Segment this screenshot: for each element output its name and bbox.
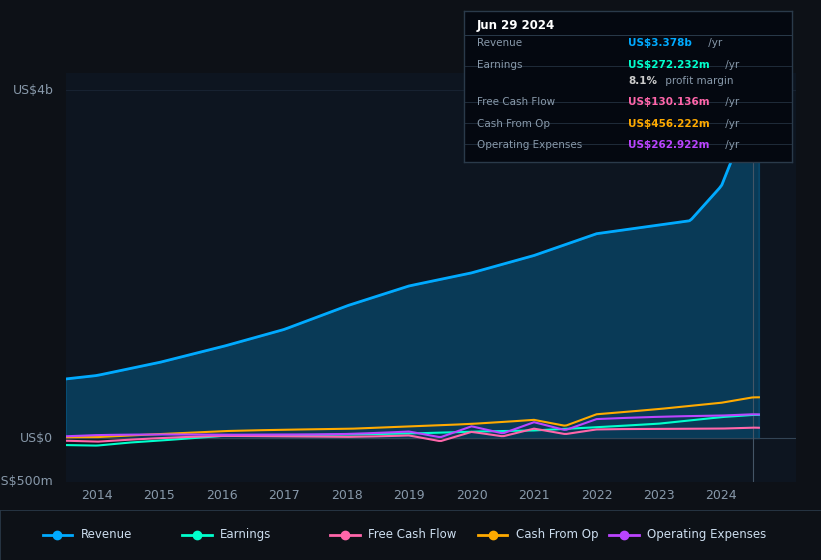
Line: Cash From Op: Cash From Op xyxy=(66,397,759,437)
Revenue xyxy=(754,87,764,94)
Free Cash Flow xyxy=(474,430,484,436)
Cash From Op xyxy=(471,420,481,427)
Text: Cash From Op: Cash From Op xyxy=(516,528,598,542)
Earnings xyxy=(647,421,657,427)
Line: Revenue: Revenue xyxy=(66,90,759,379)
Revenue xyxy=(471,268,481,275)
Cash From Op xyxy=(645,407,655,413)
Earnings xyxy=(488,428,498,435)
Text: Earnings: Earnings xyxy=(477,59,522,69)
Text: US$0: US$0 xyxy=(21,432,53,445)
Revenue xyxy=(63,375,73,382)
Earnings xyxy=(63,442,73,449)
Text: US$262.922m: US$262.922m xyxy=(628,140,709,150)
Text: /yr: /yr xyxy=(722,119,739,129)
Cash From Op xyxy=(61,434,71,441)
Operating Expenses xyxy=(474,424,484,431)
Operating Expenses xyxy=(691,413,701,419)
Cash From Op xyxy=(689,402,699,409)
Cash From Op xyxy=(63,434,73,441)
Operating Expenses xyxy=(475,425,485,432)
Text: Free Cash Flow: Free Cash Flow xyxy=(368,528,456,542)
Revenue xyxy=(645,223,655,230)
Operating Expenses xyxy=(754,411,764,418)
Earnings xyxy=(91,442,101,449)
Free Cash Flow xyxy=(754,424,764,431)
Text: 8.1%: 8.1% xyxy=(628,76,657,86)
Text: US$4b: US$4b xyxy=(12,83,53,97)
Free Cash Flow xyxy=(475,430,485,437)
Text: Operating Expenses: Operating Expenses xyxy=(477,140,582,150)
Revenue xyxy=(689,213,699,220)
Text: /yr: /yr xyxy=(705,39,722,48)
Operating Expenses xyxy=(61,433,71,440)
Text: profit margin: profit margin xyxy=(663,76,734,86)
Text: US$130.136m: US$130.136m xyxy=(628,97,709,108)
Free Cash Flow xyxy=(647,426,657,432)
Text: US$456.222m: US$456.222m xyxy=(628,119,710,129)
Text: Free Cash Flow: Free Cash Flow xyxy=(477,97,555,108)
Text: /yr: /yr xyxy=(722,97,739,108)
Text: US$3.378b: US$3.378b xyxy=(628,39,692,48)
Free Cash Flow xyxy=(61,437,71,444)
Text: /yr: /yr xyxy=(722,140,739,150)
Operating Expenses xyxy=(63,433,73,440)
Earnings xyxy=(474,428,484,435)
Text: Revenue: Revenue xyxy=(477,39,522,48)
Cash From Op xyxy=(485,419,495,426)
Free Cash Flow xyxy=(691,426,701,432)
Earnings xyxy=(691,417,701,423)
Operating Expenses xyxy=(488,428,498,435)
Free Cash Flow xyxy=(63,437,73,444)
Operating Expenses xyxy=(434,433,444,440)
Cash From Op xyxy=(754,394,764,400)
Free Cash Flow xyxy=(488,431,498,438)
Earnings xyxy=(475,428,485,435)
Cash From Op xyxy=(474,420,484,427)
Line: Operating Expenses: Operating Expenses xyxy=(66,414,759,437)
Text: Cash From Op: Cash From Op xyxy=(477,119,550,129)
Revenue xyxy=(61,376,71,382)
Text: US$272.232m: US$272.232m xyxy=(628,59,710,69)
Operating Expenses xyxy=(747,411,757,418)
Text: Revenue: Revenue xyxy=(80,528,132,542)
Text: /yr: /yr xyxy=(722,59,739,69)
Free Cash Flow xyxy=(91,438,101,445)
Text: Earnings: Earnings xyxy=(220,528,272,542)
Text: -US$500m: -US$500m xyxy=(0,475,53,488)
Text: Jun 29 2024: Jun 29 2024 xyxy=(477,18,555,32)
Text: Operating Expenses: Operating Expenses xyxy=(647,528,766,542)
Earnings xyxy=(754,412,764,418)
Earnings xyxy=(61,442,71,449)
Line: Free Cash Flow: Free Cash Flow xyxy=(66,428,759,442)
Operating Expenses xyxy=(647,414,657,421)
Revenue xyxy=(474,268,484,274)
Free Cash Flow xyxy=(747,424,757,431)
Line: Earnings: Earnings xyxy=(66,415,759,446)
Revenue xyxy=(485,264,495,271)
